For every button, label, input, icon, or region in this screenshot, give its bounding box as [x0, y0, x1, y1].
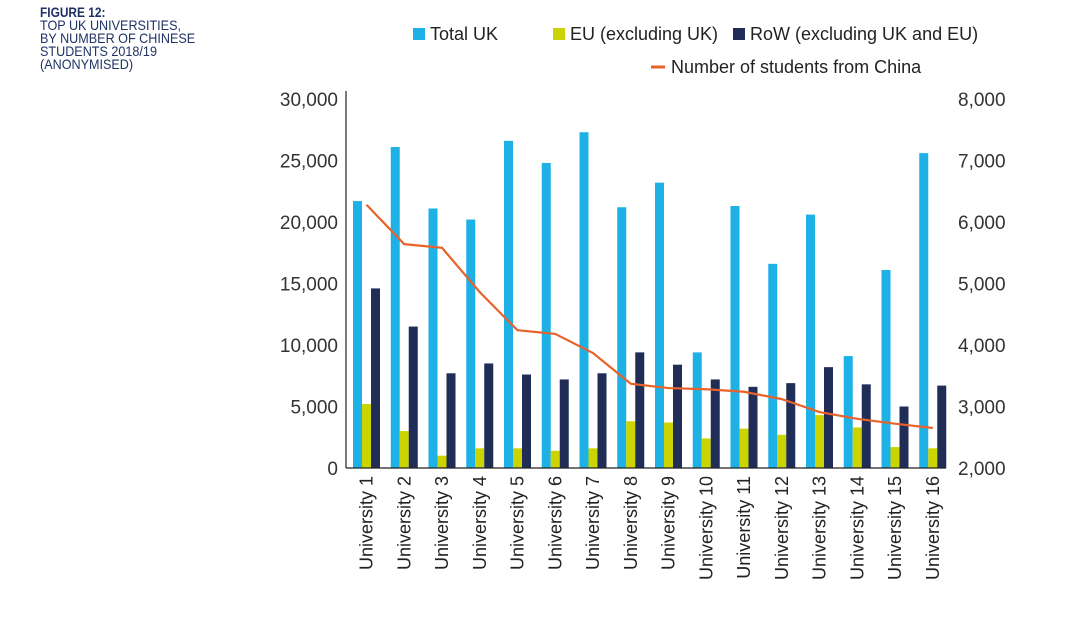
bar-total-uk	[466, 219, 476, 468]
x-tick-label: University 9	[659, 476, 679, 570]
y-tick-label-right: 4,000	[958, 336, 1006, 357]
x-tick-label: University 8	[621, 476, 641, 570]
y-tick-label-left: 5,000	[290, 398, 338, 419]
bar-eu-excluding-uk	[815, 415, 824, 468]
legend-swatch	[413, 28, 425, 40]
bar-total-uk	[806, 214, 815, 468]
axes	[345, 91, 946, 469]
bar-total-uk	[504, 140, 513, 468]
legend-label: RoW (excluding UK and EU)	[750, 24, 978, 44]
bar-eu-excluding-uk	[588, 448, 598, 468]
bar-row-excluding-uk-and-eu	[937, 385, 947, 468]
bar-row-excluding-uk-and-eu	[446, 373, 456, 468]
bar-total-uk	[881, 269, 891, 468]
y-tick-label-right: 5,000	[958, 275, 1006, 296]
bar-total-uk	[655, 182, 664, 468]
bar-row-excluding-uk-and-eu	[861, 384, 871, 468]
y-tick-label-right: 6,000	[958, 213, 1006, 234]
bar-eu-excluding-uk	[399, 431, 409, 468]
bar-total-uk	[541, 162, 551, 468]
bar-total-uk	[768, 263, 778, 468]
y-tick-label-right: 3,000	[958, 398, 1006, 419]
bar-total-uk	[730, 206, 740, 468]
x-tick-label: University 13	[810, 476, 830, 580]
x-tick-label: University 12	[772, 476, 792, 580]
bar-eu-excluding-uk	[701, 438, 711, 468]
bar-total-uk	[843, 356, 853, 468]
y-tick-label-left: 0	[327, 459, 338, 480]
y-axis-right: 2,000 3,000 4,000 5,000 6,000 7,000 8,000	[958, 90, 1006, 480]
bar-eu-excluding-uk	[475, 448, 485, 468]
legend-label: Total UK	[430, 24, 498, 44]
legend-label: Number of students from China	[671, 57, 922, 77]
x-axis-labels: University 1 University 2 University 3 Univ…	[357, 476, 943, 580]
bar-eu-excluding-uk	[890, 447, 900, 468]
bar-eu-excluding-uk	[362, 404, 371, 468]
bar-eu-excluding-uk	[739, 428, 749, 468]
x-tick-label: University 11	[734, 476, 754, 579]
y-tick-label-left: 20,000	[280, 213, 338, 234]
bar-row-excluding-uk-and-eu	[484, 363, 494, 468]
bar-row-excluding-uk-and-eu	[635, 352, 645, 468]
bar-eu-excluding-uk	[437, 455, 447, 468]
figure-title: TOP UK UNIVERSITIES, BY NUMBER OF CHINES…	[40, 17, 196, 72]
x-tick-label: University 3	[432, 476, 452, 570]
figure-label: FIGURE 12:	[40, 4, 106, 20]
bar-row-excluding-uk-and-eu	[522, 374, 531, 468]
bar-row-excluding-uk-and-eu	[559, 379, 569, 468]
x-tick-label: University 16	[923, 476, 943, 580]
legend-swatch	[733, 28, 745, 40]
bar-total-uk	[692, 352, 702, 468]
bar-row-excluding-uk-and-eu	[597, 373, 607, 468]
legend-swatch	[553, 28, 565, 40]
x-tick-label: University 1	[357, 476, 377, 570]
y-tick-label-left: 30,000	[280, 90, 338, 111]
y-tick-label-left: 25,000	[280, 152, 338, 173]
bar-row-excluding-uk-and-eu	[748, 386, 758, 468]
bar-row-excluding-uk-and-eu	[710, 379, 720, 468]
x-tick-label: University 5	[508, 476, 528, 570]
y-tick-label-right: 2,000	[958, 459, 1006, 480]
bar-row-excluding-uk-and-eu	[899, 406, 909, 468]
bar-row-excluding-uk-and-eu	[824, 367, 833, 468]
bar-total-uk	[919, 153, 929, 468]
bar-row-excluding-uk-and-eu	[408, 326, 418, 468]
y-axis-left: 0 5,000 10,000 15,000 20,000 25,000 30,000	[280, 90, 338, 480]
x-tick-label: University 7	[583, 476, 603, 570]
bar-total-uk	[579, 132, 589, 468]
bar-eu-excluding-uk	[852, 427, 862, 468]
bar-row-excluding-uk-and-eu	[673, 364, 682, 468]
y-tick-label-right: 8,000	[958, 90, 1006, 111]
bar-row-excluding-uk-and-eu	[786, 383, 796, 468]
bar-total-uk	[617, 207, 627, 469]
legend: Total UK EU (excluding UK) RoW (excluding …	[413, 24, 978, 77]
x-tick-label: University 6	[545, 476, 565, 570]
bar-eu-excluding-uk	[513, 448, 522, 468]
bar-eu-excluding-uk	[928, 448, 938, 468]
bar-eu-excluding-uk	[664, 422, 673, 468]
x-tick-label: University 14	[847, 476, 867, 580]
figure-caption: FIGURE 12: TOP UK UNIVERSITIES, BY NUMBE…	[40, 4, 212, 72]
bar-total-uk	[390, 146, 400, 468]
bar-total-uk	[428, 208, 438, 468]
y-tick-label-right: 7,000	[958, 152, 1006, 173]
bar-eu-excluding-uk	[626, 421, 636, 468]
bar-row-excluding-uk-and-eu	[371, 288, 380, 468]
x-tick-label: University 15	[885, 476, 905, 580]
x-tick-label: University 4	[470, 476, 490, 570]
legend-label: EU (excluding UK)	[570, 24, 718, 44]
y-tick-label-left: 15,000	[280, 275, 338, 296]
bar-eu-excluding-uk	[550, 450, 560, 468]
x-tick-label: University 10	[696, 476, 716, 580]
line-number-of-students-from-china	[365, 204, 933, 430]
bar-eu-excluding-uk	[777, 434, 787, 468]
china-line	[365, 204, 933, 430]
x-tick-label: University 2	[394, 476, 414, 570]
bar-total-uk	[353, 201, 362, 468]
bars	[353, 132, 947, 469]
y-tick-label-left: 10,000	[280, 336, 338, 357]
